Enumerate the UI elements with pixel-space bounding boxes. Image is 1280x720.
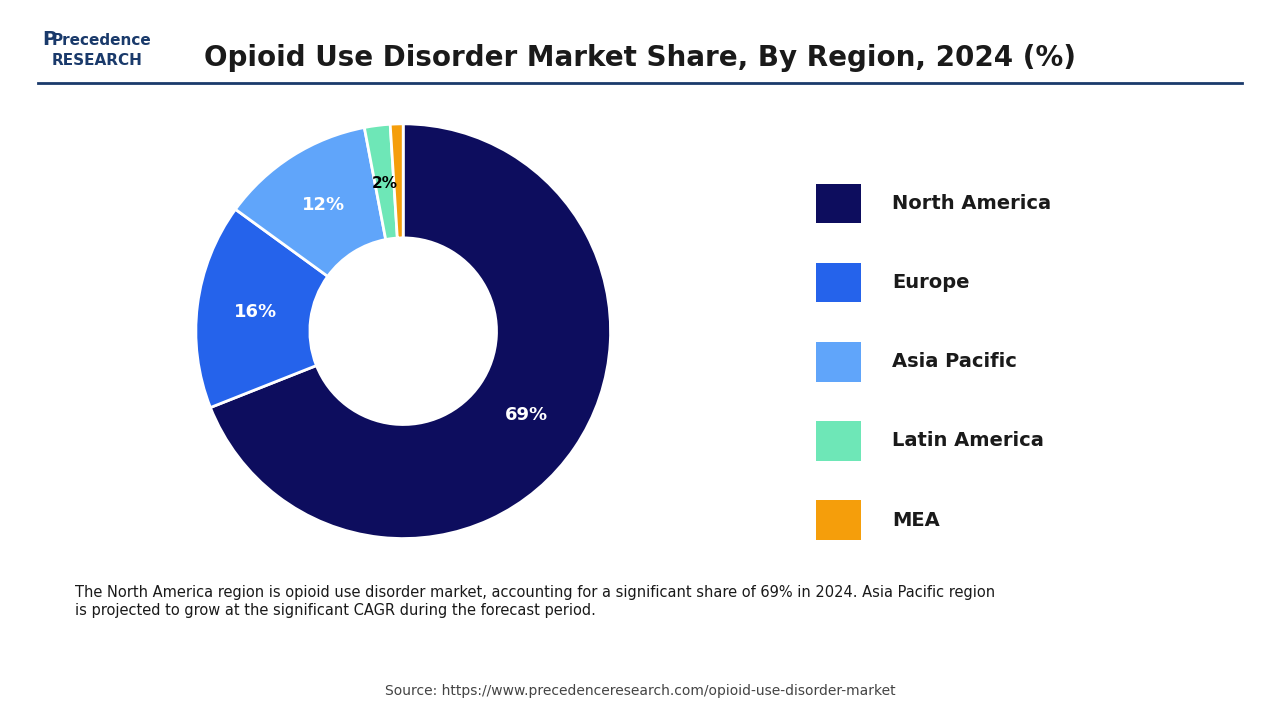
Wedge shape bbox=[210, 124, 611, 539]
Text: MEA: MEA bbox=[892, 510, 940, 530]
FancyBboxPatch shape bbox=[817, 184, 860, 223]
Wedge shape bbox=[365, 125, 397, 240]
Text: Source: https://www.precedenceresearch.com/opioid-use-disorder-market: Source: https://www.precedenceresearch.c… bbox=[385, 684, 895, 698]
Text: 2%: 2% bbox=[371, 176, 398, 191]
FancyBboxPatch shape bbox=[817, 500, 860, 540]
Text: 69%: 69% bbox=[506, 406, 548, 424]
Text: Latin America: Latin America bbox=[892, 431, 1044, 451]
Text: Asia Pacific: Asia Pacific bbox=[892, 352, 1018, 372]
Text: The North America region is opioid use disorder market, accounting for a signifi: The North America region is opioid use d… bbox=[74, 585, 995, 618]
Text: 12%: 12% bbox=[302, 196, 344, 214]
Text: P: P bbox=[42, 30, 56, 49]
FancyBboxPatch shape bbox=[817, 263, 860, 302]
Wedge shape bbox=[196, 210, 328, 408]
Text: Europe: Europe bbox=[892, 273, 970, 292]
Wedge shape bbox=[236, 127, 385, 276]
Wedge shape bbox=[390, 124, 403, 238]
FancyBboxPatch shape bbox=[817, 421, 860, 461]
Text: Opioid Use Disorder Market Share, By Region, 2024 (%): Opioid Use Disorder Market Share, By Reg… bbox=[204, 44, 1076, 71]
Text: North America: North America bbox=[892, 194, 1051, 213]
FancyBboxPatch shape bbox=[817, 342, 860, 382]
Text: 16%: 16% bbox=[233, 304, 276, 322]
Text: Precedence
RESEARCH: Precedence RESEARCH bbox=[51, 33, 151, 68]
